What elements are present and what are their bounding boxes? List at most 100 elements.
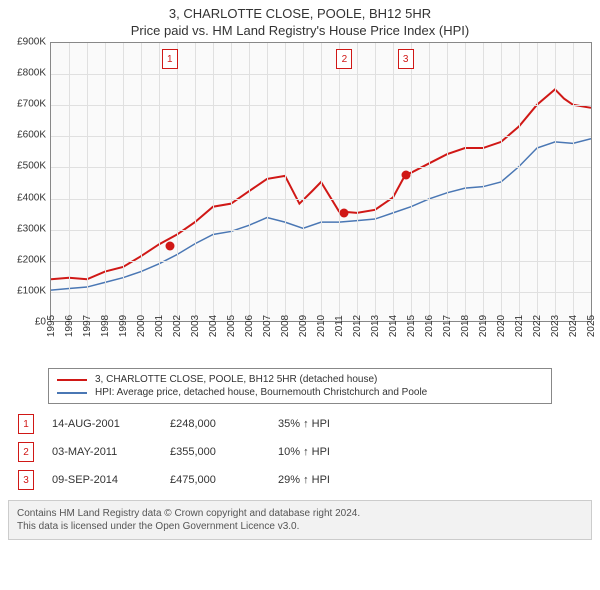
x-tick-label: 2012 [352,315,363,337]
callout-badge: 2 [336,49,352,69]
sale-rows: 1 14-AUG-2001 £248,000 35% ↑ HPI 2 03-MAY-201… [10,410,590,494]
y-tick-label: £600K [17,130,46,141]
sale-marker [340,208,349,217]
gridline-v [267,43,268,321]
gridline-v [177,43,178,321]
legend-label: HPI: Average price, detached house, Bour… [95,387,427,398]
gridline-v [519,43,520,321]
callout-badge: 1 [162,49,178,69]
y-tick-label: £200K [17,254,46,265]
x-tick-label: 2025 [586,315,597,337]
gridline-v [411,43,412,321]
y-tick-label: £100K [17,285,46,296]
gridline-v [123,43,124,321]
sale-row: 2 03-MAY-2011 £355,000 10% ↑ HPI [10,438,590,466]
gridline-v [393,43,394,321]
legend-label: 3, CHARLOTTE CLOSE, POOLE, BH12 5HR (det… [95,374,377,385]
x-tick-label: 2008 [280,315,291,337]
sale-delta: 35% ↑ HPI [278,418,330,430]
x-tick-label: 2006 [244,315,255,337]
sale-marker [401,171,410,180]
chart-container: 3, CHARLOTTE CLOSE, POOLE, BH12 5HR Pric… [0,0,600,540]
sale-badge: 2 [18,442,34,462]
footer: Contains HM Land Registry data © Crown c… [8,500,592,540]
sale-row: 3 09-SEP-2014 £475,000 29% ↑ HPI [10,466,590,494]
gridline-v [285,43,286,321]
x-tick-label: 1995 [46,315,57,337]
gridline-v [483,43,484,321]
gridline-v [375,43,376,321]
x-tick-label: 2000 [136,315,147,337]
gridline-v [159,43,160,321]
x-tick-label: 2013 [370,315,381,337]
legend: 3, CHARLOTTE CLOSE, POOLE, BH12 5HR (det… [48,368,552,404]
x-tick-label: 2022 [532,315,543,337]
y-tick-label: £400K [17,192,46,203]
sale-badge: 1 [18,414,34,434]
gridline-v [87,43,88,321]
sale-price: £355,000 [170,446,260,458]
callout-badge: 3 [398,49,414,69]
x-tick-label: 2023 [550,315,561,337]
sale-date: 09-SEP-2014 [52,474,152,486]
y-tick-label: £800K [17,68,46,79]
x-tick-label: 2018 [460,315,471,337]
y-tick-label: £900K [17,37,46,48]
y-axis: £0£100K£200K£300K£400K£500K£600K£700K£80… [8,42,50,322]
x-tick-label: 2019 [478,315,489,337]
x-tick-label: 2015 [406,315,417,337]
y-tick-label: £300K [17,223,46,234]
y-tick-label: £700K [17,99,46,110]
y-tick-label: £500K [17,161,46,172]
x-axis: 1995199619971998199920002001200220032004… [50,322,592,364]
legend-row: 3, CHARLOTTE CLOSE, POOLE, BH12 5HR (det… [57,373,543,386]
legend-swatch [57,392,87,394]
gridline-v [321,43,322,321]
footer-line: This data is licensed under the Open Gov… [17,520,583,533]
x-tick-label: 2017 [442,315,453,337]
x-tick-label: 2020 [496,315,507,337]
sale-badge: 3 [18,470,34,490]
x-tick-label: 2002 [172,315,183,337]
chart-row: £0£100K£200K£300K£400K£500K£600K£700K£80… [0,42,600,322]
gridline-v [141,43,142,321]
sale-date: 14-AUG-2001 [52,418,152,430]
sale-row: 1 14-AUG-2001 £248,000 35% ↑ HPI [10,410,590,438]
legend-row: HPI: Average price, detached house, Bour… [57,386,543,399]
x-tick-label: 1997 [82,315,93,337]
gridline-v [195,43,196,321]
gridline-v [213,43,214,321]
y-tick-label: £0 [35,317,46,328]
x-tick-label: 1996 [64,315,75,337]
title-address: 3, CHARLOTTE CLOSE, POOLE, BH12 5HR [10,6,590,21]
x-tick-label: 2003 [190,315,201,337]
footer-line: Contains HM Land Registry data © Crown c… [17,507,583,520]
gridline-v [105,43,106,321]
sale-price: £475,000 [170,474,260,486]
gridline-v [429,43,430,321]
x-tick-label: 2011 [334,315,345,337]
gridline-v [465,43,466,321]
title-subtitle: Price paid vs. HM Land Registry's House … [10,23,590,38]
sale-price: £248,000 [170,418,260,430]
legend-swatch [57,379,87,381]
gridline-v [537,43,538,321]
sale-delta: 10% ↑ HPI [278,446,330,458]
gridline-v [501,43,502,321]
sale-marker [165,241,174,250]
title-block: 3, CHARLOTTE CLOSE, POOLE, BH12 5HR Pric… [0,0,600,42]
x-tick-label: 2001 [154,315,165,337]
x-tick-label: 1999 [118,315,129,337]
x-tick-label: 1998 [100,315,111,337]
x-tick-label: 2010 [316,315,327,337]
gridline-v [555,43,556,321]
sale-delta: 29% ↑ HPI [278,474,330,486]
x-tick-label: 2024 [568,315,579,337]
x-tick-label: 2007 [262,315,273,337]
gridline-v [231,43,232,321]
x-tick-label: 2009 [298,315,309,337]
gridline-v [357,43,358,321]
sale-date: 03-MAY-2011 [52,446,152,458]
gridline-v [573,43,574,321]
x-tick-label: 2016 [424,315,435,337]
